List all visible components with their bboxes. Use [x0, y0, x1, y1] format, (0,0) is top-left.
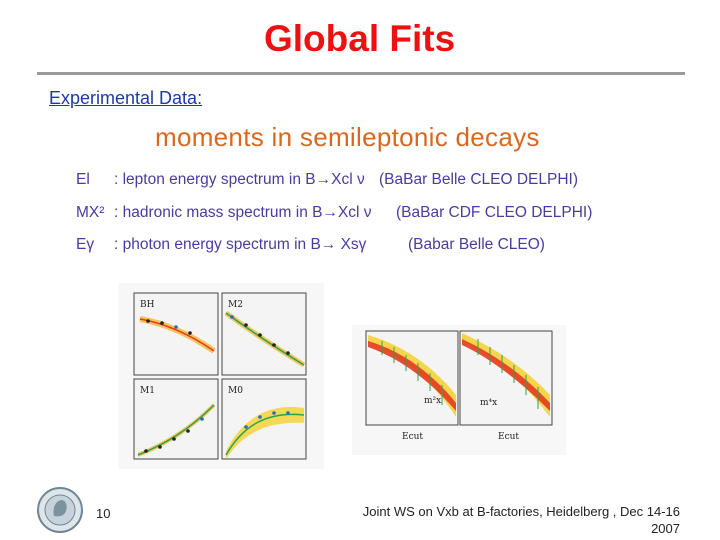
panel-m0: M0: [221, 378, 307, 460]
row-photon-energy: Eγ : photon energy spectrum in B→ Xsγ (B…: [76, 236, 545, 254]
moments-heading: moments in semileptonic decays: [155, 122, 540, 152]
panel-mx4: m⁴x Ecut: [459, 330, 553, 442]
row-experiments: (Babar Belle CLEO): [408, 236, 545, 253]
title-divider: [37, 72, 685, 75]
row-symbol: Eγ: [76, 236, 95, 253]
row-lepton-energy: El : lepton energy spectrum in B→Xcl ν (…: [76, 171, 578, 189]
row-description: : hadronic mass spectrum in B→Xcl ν: [114, 204, 372, 221]
panel-m2: M2: [221, 292, 307, 376]
row-symbol: MX²: [76, 204, 105, 221]
row-experiments: (BaBar Belle CLEO DELPHI): [379, 171, 578, 188]
panel-label: m⁴x: [480, 398, 497, 408]
footer-line-2: 2007: [651, 521, 680, 536]
row-symbol: El: [76, 171, 90, 188]
row-hadronic-mass: MX² : hadronic mass spectrum in B→Xcl ν …: [76, 204, 592, 222]
page-number: 10: [96, 506, 111, 521]
slide-title: Global Fits: [264, 18, 456, 59]
university-seal-logo-icon: [37, 487, 83, 533]
panel-label: m²x: [424, 396, 441, 406]
row-description: : lepton energy spectrum in B→Xcl ν: [114, 171, 365, 188]
row-description: : photon energy spectrum in B→ Xsγ: [114, 236, 367, 253]
section-subheading: Experimental Data:: [49, 88, 203, 108]
panel-label: BH: [140, 300, 155, 310]
panel-mx2: m²x Ecut: [365, 330, 459, 442]
panel-bh: BH: [133, 292, 219, 376]
right-moments-figure: m²x Ecut m⁴x Ecut: [352, 325, 566, 455]
axis-label: Ecut: [498, 432, 519, 442]
axis-label: Ecut: [402, 432, 423, 442]
footer-line-1: Joint WS on Vxb at B-factories, Heidelbe…: [362, 504, 680, 519]
data-points: [477, 339, 539, 409]
left-moments-figure: BH M2 M1 M0: [118, 283, 324, 469]
data-points: [381, 341, 443, 405]
panel-label: M0: [228, 386, 243, 396]
footer-caption: Joint WS on Vxb at B-factories, Heidelbe…: [300, 503, 680, 537]
panel-label: M2: [228, 300, 243, 310]
panel-m1: M1: [133, 378, 219, 460]
row-experiments: (BaBar CDF CLEO DELPHI): [396, 204, 593, 221]
panel-label: M1: [140, 386, 155, 396]
